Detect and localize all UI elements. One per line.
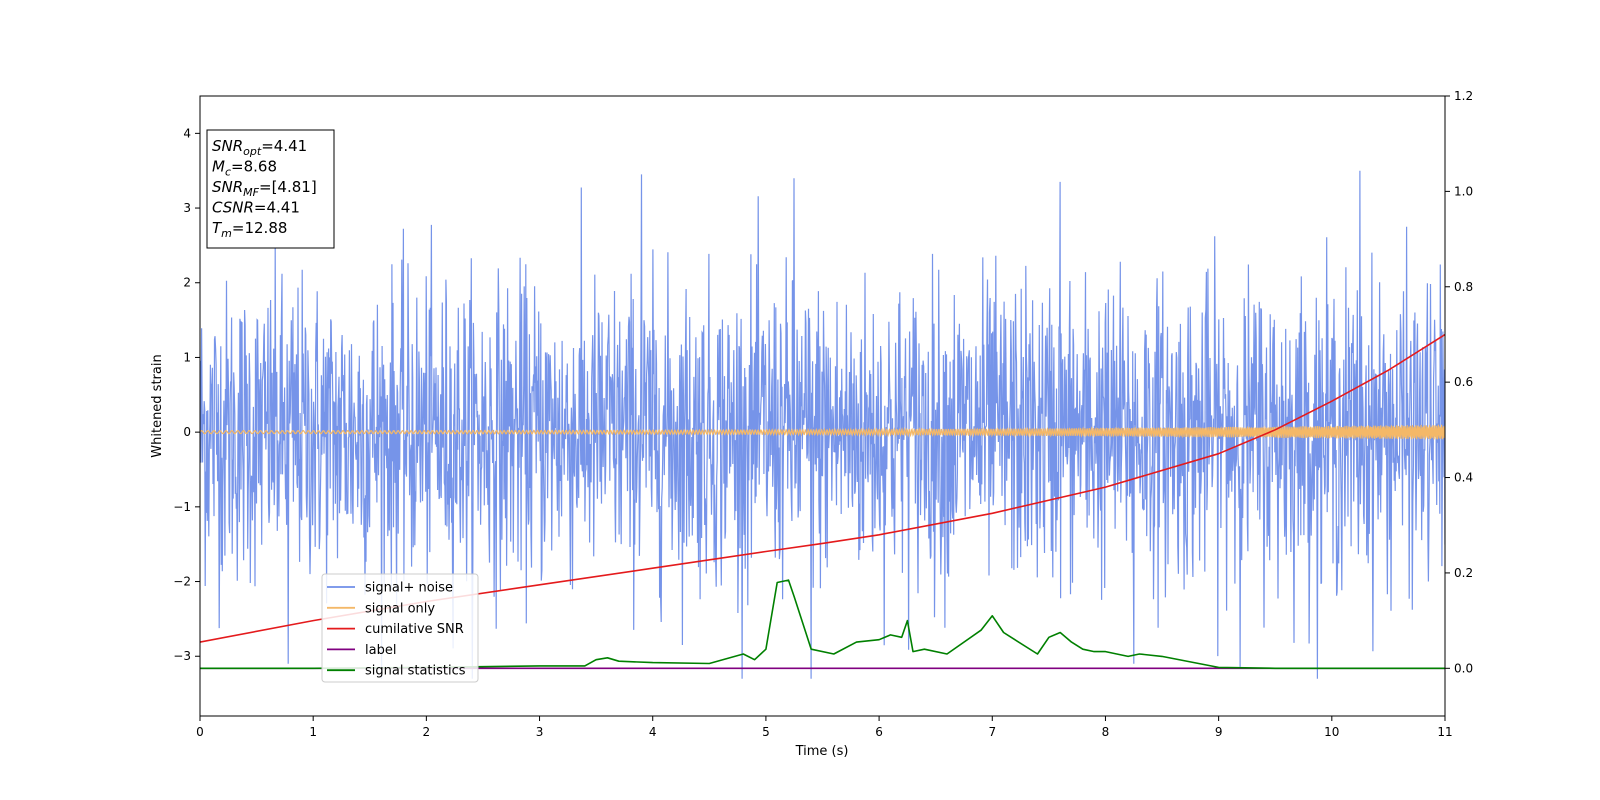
annotation-line: Mc=8.68 <box>212 158 277 179</box>
legend-label: signal+ noise <box>365 581 453 596</box>
y-axis-left: −3 −2 −1 0 1 2 3 4 <box>173 126 200 663</box>
y-tick-label: 0 <box>183 425 191 439</box>
x-tick-label: 9 <box>1215 725 1223 739</box>
x-axis-label: Time (s) <box>795 744 849 759</box>
x-tick-label: 2 <box>423 725 431 739</box>
series-signal-only <box>200 424 1445 440</box>
y-axis-right: 0.0 0.2 0.4 0.6 0.8 1.0 1.2 <box>1445 89 1473 675</box>
x-tick-label: 4 <box>649 725 657 739</box>
series-signal-statistics <box>200 579 1445 670</box>
y2-tick-label: 1.0 <box>1454 184 1473 198</box>
y2-tick-label: 0.2 <box>1454 566 1473 580</box>
y2-tick-label: 0.8 <box>1454 280 1473 294</box>
y2-tick-label: 0.0 <box>1454 661 1473 675</box>
annotation-line: CSNR=4.41 <box>212 199 300 217</box>
y-tick-label: 2 <box>183 276 191 290</box>
y2-tick-label: 0.6 <box>1454 375 1473 389</box>
y-tick-label: 4 <box>183 126 191 140</box>
legend-label: label <box>365 643 396 658</box>
legend-label: signal only <box>365 601 435 616</box>
x-axis: 0 1 2 3 4 5 6 7 8 9 10 11 <box>196 716 1453 739</box>
x-tick-label: 8 <box>1102 725 1110 739</box>
y-axis-label: Whitened strain <box>150 354 165 457</box>
y2-tick-label: 1.2 <box>1454 89 1473 103</box>
series-signal-noise <box>200 170 1445 679</box>
x-tick-label: 1 <box>309 725 317 739</box>
annotation-box-frame <box>206 129 335 249</box>
y-tick-label: −3 <box>173 649 191 663</box>
legend-label: signal statistics <box>365 664 466 679</box>
x-tick-label: 0 <box>196 725 204 739</box>
annotation-line: SNRMF=[4.81] <box>212 178 317 199</box>
x-tick-label: 3 <box>536 725 544 739</box>
y-tick-label: −1 <box>173 500 191 514</box>
x-tick-label: 11 <box>1437 725 1452 739</box>
annotation-line: Tm=12.88 <box>212 219 287 240</box>
plot-frame <box>199 95 1446 717</box>
x-tick-label: 10 <box>1324 725 1339 739</box>
y-tick-label: −2 <box>173 575 191 589</box>
legend-label: cumilative SNR <box>365 622 464 637</box>
y-tick-label: 3 <box>183 201 191 215</box>
x-tick-label: 7 <box>988 725 996 739</box>
annotation-line: SNRopt=4.41 <box>212 137 307 158</box>
y2-tick-label: 0.4 <box>1454 471 1473 485</box>
legend-frame <box>321 573 479 683</box>
x-tick-label: 6 <box>875 725 883 739</box>
y-tick-label: 1 <box>183 350 191 364</box>
legend: signal+ noise signal only cumilative SNR la… <box>321 573 479 683</box>
x-tick-label: 5 <box>762 725 770 739</box>
